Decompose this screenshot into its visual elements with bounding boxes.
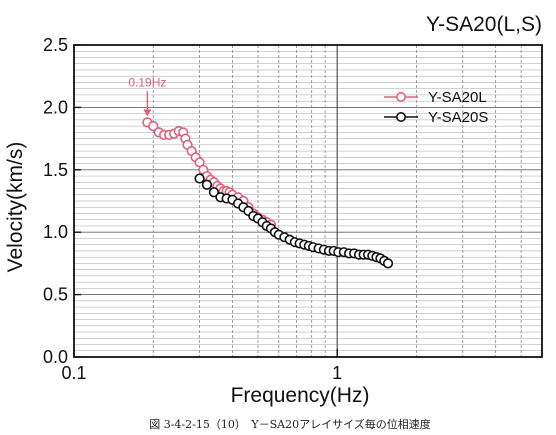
grid-lines — [74, 45, 542, 357]
annotation-label: 0.19Hz — [128, 75, 166, 89]
legend-marker-series-1 — [395, 92, 406, 103]
data-point — [148, 121, 159, 132]
chart-title: Y-SA20(L,S) — [426, 13, 542, 36]
y-tick-label: 1.0 — [43, 222, 68, 242]
data-point — [382, 258, 394, 269]
legend-marker-series-2 — [395, 112, 406, 123]
legend: Y-SA20L Y-SA20S — [384, 89, 488, 126]
legend-label-series-2: Y-SA20S — [428, 109, 488, 126]
data-point — [201, 179, 213, 190]
y-tick-label: 1.5 — [43, 160, 68, 180]
data-point — [194, 173, 205, 184]
x-tick-label: 1 — [332, 363, 342, 383]
y-tick-label: 2.0 — [43, 97, 68, 117]
annotation-arrow-head — [143, 109, 152, 117]
y-axis-label: Velocity(km/s) — [4, 142, 27, 273]
y-tick-label: 0.0 — [43, 347, 68, 367]
y-tick-label: 0.5 — [43, 285, 68, 305]
figure-caption: 図 3-4-2-15（10） Y－SA20アレイサイズ毎の位相速度 — [149, 417, 431, 431]
data-series — [142, 117, 394, 269]
plot-frame — [73, 44, 543, 358]
frequency-annotation: 0.19Hz — [128, 75, 166, 117]
axis-ticks: 0.0 0.5 1.0 1.5 2.0 2.5 0.1 1 — [43, 35, 342, 383]
x-tick-label: 0.1 — [61, 363, 86, 383]
series-2 — [194, 173, 394, 269]
y-tick-label: 2.5 — [43, 35, 68, 55]
data-point — [208, 187, 219, 198]
x-axis-label: Frequency(Hz) — [231, 384, 370, 407]
legend-label-series-1: Y-SA20L — [428, 89, 487, 106]
